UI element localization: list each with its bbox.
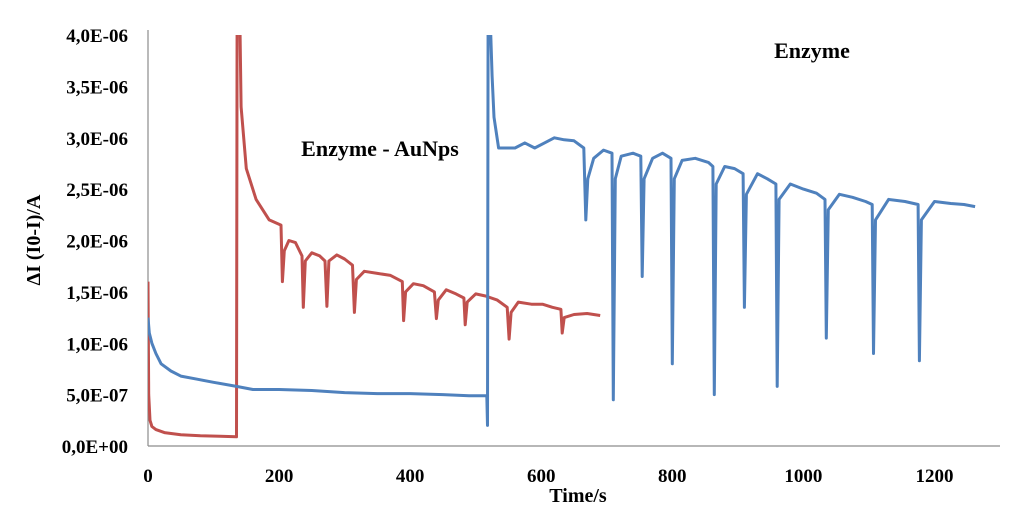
x-tick-label: 0 bbox=[143, 466, 153, 487]
y-tick-label: 3,5E-06 bbox=[66, 77, 128, 98]
y-tick-label: 0,0E+00 bbox=[62, 437, 128, 458]
x-tick-labels: 0 200 400 600 800 1000 1200 bbox=[143, 466, 953, 487]
x-tick-label: 200 bbox=[265, 466, 294, 487]
x-tick-label: 1000 bbox=[784, 466, 822, 487]
annotation-enzyme: Enzyme bbox=[774, 38, 850, 63]
y-tick-label: 3,0E-06 bbox=[66, 129, 128, 150]
x-tick-label: 600 bbox=[527, 466, 556, 487]
y-tick-label: 1,5E-06 bbox=[66, 283, 128, 304]
y-tick-label: 1,0E-06 bbox=[66, 334, 128, 355]
x-tick-label: 400 bbox=[396, 466, 425, 487]
annotation-enzyme-aunps: Enzyme - AuNps bbox=[301, 136, 459, 161]
y-tick-labels: 0,0E+00 5,0E-07 1,0E-06 1,5E-06 2,0E-06 2,5E-… bbox=[62, 26, 129, 458]
y-tick-label: 2,5E-06 bbox=[66, 180, 128, 201]
series-group bbox=[148, 35, 976, 439]
x-tick-label: 1200 bbox=[915, 466, 953, 487]
series-line-2 bbox=[148, 35, 976, 427]
x-axis-title: Time/s bbox=[549, 485, 607, 507]
y-tick-label: 5,0E-07 bbox=[66, 386, 128, 407]
x-tick-label: 800 bbox=[658, 466, 687, 487]
y-tick-label: 2,0E-06 bbox=[66, 232, 128, 253]
y-tick-label: 4,0E-06 bbox=[66, 26, 128, 47]
series-line-1 bbox=[148, 35, 601, 439]
y-axis-title: ΔI (I0-I)/A bbox=[23, 194, 45, 285]
